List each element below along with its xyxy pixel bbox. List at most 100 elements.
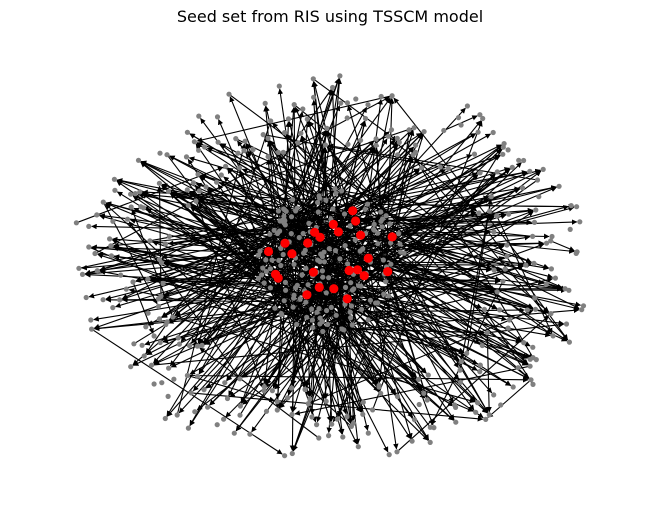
edges-layer [76, 78, 582, 455]
graph-node [262, 100, 268, 106]
graph-node [289, 385, 295, 391]
seed-node [263, 246, 274, 257]
graph-node [282, 453, 288, 459]
graph-node [455, 115, 462, 121]
graph-node [155, 296, 161, 302]
graph-node [265, 135, 271, 141]
graph-node [477, 369, 483, 375]
graph-node [334, 416, 340, 422]
graph-node [337, 73, 343, 79]
graph-node [263, 408, 270, 414]
graph-node [205, 404, 211, 410]
graph-node [111, 176, 117, 182]
graph-node [337, 256, 343, 262]
graph-edge [99, 243, 311, 273]
graph-node [480, 115, 486, 122]
graph-node [76, 265, 82, 271]
graph-edge [91, 328, 283, 455]
graph-node [155, 303, 162, 309]
graph-node [231, 430, 237, 436]
graph-node [375, 241, 381, 247]
graph-node [321, 259, 327, 265]
graph-node [324, 307, 330, 314]
graph-node [506, 317, 512, 323]
graph-node [552, 275, 559, 281]
graph-node [281, 213, 287, 219]
graph-node [324, 125, 330, 131]
graph-node [536, 194, 542, 200]
graph-node [341, 211, 348, 217]
graph-node [236, 165, 243, 171]
graph-node [476, 210, 482, 216]
graph-node [274, 407, 280, 413]
graph-node [519, 185, 526, 191]
graph-node [294, 321, 300, 327]
graph-node [427, 439, 433, 445]
graph-edge [146, 274, 303, 356]
graph-node [303, 265, 309, 272]
graph-node [322, 142, 328, 148]
graph-node [89, 326, 95, 332]
graph-node [184, 372, 190, 379]
graph-node [285, 116, 292, 122]
graph-node [100, 297, 106, 303]
graph-node [486, 412, 492, 418]
graph-node [347, 309, 353, 315]
graph-node [491, 229, 497, 235]
graph-node [323, 290, 329, 296]
graph-node [307, 396, 313, 402]
graph-node [282, 279, 288, 285]
graph-edge [105, 203, 352, 427]
graph-node [365, 102, 371, 108]
graph-node [214, 114, 221, 120]
seed-node [302, 290, 312, 300]
graph-node [283, 287, 289, 293]
graph-node [289, 450, 295, 457]
graph-node [510, 384, 516, 390]
graph-edge [88, 246, 474, 412]
graph-edge [353, 288, 529, 379]
graph-node [378, 93, 384, 100]
graph-node [260, 132, 266, 138]
graph-node [458, 122, 464, 128]
graph-edge [279, 154, 501, 232]
graph-node [549, 233, 555, 240]
graph-node [164, 152, 170, 158]
graph-node [79, 271, 86, 277]
graph-node [100, 199, 106, 205]
seed-node [387, 232, 397, 242]
graph-node [237, 412, 243, 418]
graph-node [135, 157, 142, 163]
graph-node [268, 118, 274, 124]
graph-node [457, 367, 463, 373]
graph-node [317, 315, 323, 321]
graph-node [577, 219, 583, 225]
graph-node [123, 286, 129, 292]
graph-node [530, 233, 536, 239]
graph-edge [137, 191, 298, 209]
graph-node [550, 333, 556, 339]
graph-edge [265, 224, 375, 385]
graph-node [516, 157, 522, 163]
graph-edge [317, 138, 388, 261]
graph-edge [388, 135, 478, 212]
graph-node [237, 376, 243, 382]
graph-node [362, 206, 368, 212]
graph-node [110, 218, 116, 224]
graph-node [112, 187, 118, 193]
graph-node [339, 188, 345, 194]
graph-node [491, 267, 497, 273]
seed-node [315, 232, 325, 242]
graph-edge [78, 170, 528, 269]
graph-edge [306, 210, 534, 296]
graph-node [497, 307, 503, 313]
graph-edge [323, 142, 361, 253]
graph-node [162, 241, 169, 247]
graph-edge [170, 193, 321, 325]
graph-node [504, 253, 510, 259]
graph-node [574, 204, 580, 210]
graph-node [233, 136, 239, 142]
graph-node [202, 144, 208, 150]
graph-node [261, 384, 267, 390]
